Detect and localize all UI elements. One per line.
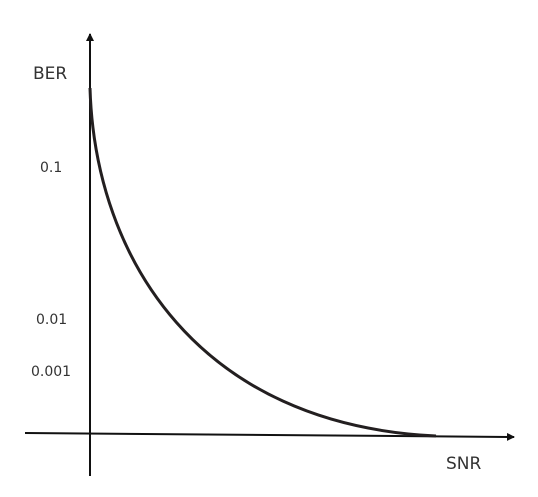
y-tick-label: 0.1 bbox=[40, 160, 62, 176]
y-tick-label: 0.001 bbox=[31, 364, 71, 380]
x-axis-title: SNR bbox=[446, 454, 482, 474]
y-axis-title: BER bbox=[33, 64, 67, 84]
x-axis bbox=[24, 432, 515, 441]
ber-curve bbox=[88, 87, 437, 438]
y-tick-label: 0.01 bbox=[36, 312, 67, 328]
